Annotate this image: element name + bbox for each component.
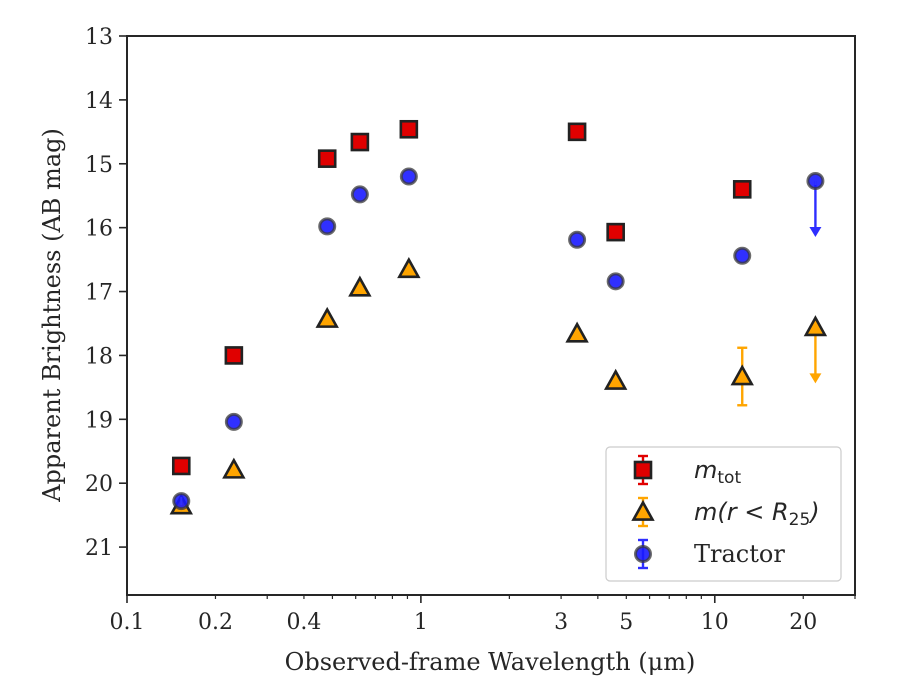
data-point-square — [567, 122, 587, 142]
series-circle — [172, 167, 825, 511]
x-tick-label: 0.4 — [286, 610, 321, 635]
data-point-triangle — [565, 321, 589, 343]
legend-marker-circle — [634, 545, 652, 563]
data-point-square — [732, 180, 752, 199]
x-axis-label: Observed-frame Wavelength (μm) — [285, 648, 696, 676]
upper-limit-arrow-head — [809, 373, 822, 384]
data-point-triangle — [397, 257, 421, 279]
y-tick-label: 13 — [85, 25, 113, 50]
data-point-square — [171, 456, 191, 476]
data-point-triangle — [222, 457, 246, 479]
y-tick-label: 19 — [85, 408, 113, 433]
series-square — [171, 119, 752, 476]
x-tick-label: 5 — [619, 610, 633, 635]
data-point-triangle — [603, 368, 628, 390]
x-tick-label: 0.2 — [198, 610, 233, 635]
data-point-triangle — [348, 275, 372, 297]
x-tick-label: 3 — [554, 610, 568, 635]
y-tick-label: 14 — [85, 89, 113, 114]
plot-area — [169, 119, 828, 515]
legend: mtot m(r < R25) Tractor — [605, 446, 842, 582]
legend-label: Tractor — [694, 540, 785, 568]
data-point-square — [606, 222, 625, 242]
plot-frame — [126, 35, 856, 596]
legend-box — [605, 446, 842, 582]
y-tick-label: 18 — [85, 344, 113, 369]
data-point-square — [350, 132, 370, 152]
data-point-square — [317, 149, 337, 168]
y-tick-label: 20 — [85, 472, 113, 497]
data-point-triangle — [803, 315, 828, 337]
y-tick-label: 21 — [85, 536, 113, 561]
y-axis-label: Apparent Brightness (AB mag) — [38, 128, 66, 503]
data-point-square — [224, 346, 244, 365]
x-tick-label: 20 — [789, 610, 817, 635]
legend-marker-triangle — [631, 499, 655, 521]
legend-label: mtot — [694, 456, 741, 488]
y-tick-label: 15 — [85, 153, 113, 178]
x-tick-label: 0.1 — [110, 610, 145, 635]
data-point-triangle — [315, 306, 339, 328]
legend-label: m(r < R25) — [694, 498, 820, 530]
upper-limit-arrow-head — [809, 227, 822, 238]
data-point-triangle — [730, 364, 754, 386]
x-tick-label: 10 — [701, 610, 729, 635]
x-tick-label: 1 — [414, 610, 428, 635]
legend-marker-square — [633, 460, 653, 480]
data-point-square — [399, 119, 419, 139]
y-tick-label: 16 — [85, 217, 113, 242]
y-tick-label: 17 — [85, 281, 113, 306]
series-triangle — [169, 257, 828, 515]
